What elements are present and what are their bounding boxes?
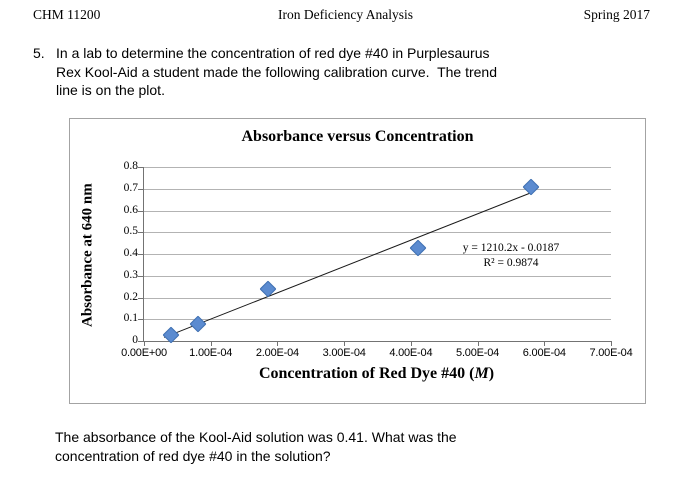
- y-tick-label: 0.6: [123, 203, 138, 216]
- gridline: [144, 232, 611, 234]
- x-axis-title-suffix: ): [488, 365, 495, 382]
- question-text: In a lab to determine the concentration …: [56, 44, 497, 100]
- y-tick-mark: [138, 297, 144, 299]
- x-tick-mark: [544, 341, 546, 346]
- x-tick-label: 3.00E-04: [322, 347, 366, 359]
- gridline: [144, 254, 611, 255]
- gridline: [144, 319, 611, 321]
- question-line: In a lab to determine the concentration …: [56, 45, 490, 61]
- plot-area: y = 1210.2x - 0.0187 R² = 0.9874 0 0.1 0.2…: [121, 160, 633, 359]
- x-tick-label: 2.00E-04: [255, 347, 299, 359]
- question-line: line is on the plot.: [56, 82, 165, 98]
- x-tick-mark: [277, 341, 279, 346]
- course-code: CHM 11200: [33, 7, 101, 22]
- y-tick-label: 0.1: [123, 312, 138, 325]
- chart-title: Absorbance versus Concentration: [241, 128, 474, 145]
- x-tick-mark: [344, 341, 346, 346]
- gridline: [144, 275, 611, 277]
- x-tick-mark: [210, 341, 212, 346]
- y-tick-label: 0.8: [123, 160, 138, 172]
- x-tick-mark: [611, 341, 612, 346]
- trendline-equation: y = 1210.2x - 0.0187: [462, 242, 560, 254]
- x-tick-label: 5.00E-04: [456, 347, 500, 359]
- gridline: [144, 297, 611, 299]
- x-tick-label: 7.00E-04: [589, 347, 633, 359]
- followup-line: The absorbance of the Kool-Aid solution …: [55, 429, 457, 445]
- y-tick-label: 0.5: [123, 225, 138, 238]
- y-tick-mark: [138, 232, 144, 234]
- calibration-chart: Absorbance versus Concentration Absorban…: [69, 118, 646, 404]
- y-tick-mark: [138, 275, 144, 277]
- x-tick-mark: [144, 341, 145, 346]
- question-number: 5.: [33, 45, 45, 61]
- y-tick-mark: [138, 167, 144, 168]
- x-axis-title-italic: M: [474, 365, 489, 382]
- page-header: CHM 11200 Iron Deficiency Analysis Sprin…: [0, 7, 691, 27]
- y-tick-mark: [138, 188, 144, 190]
- gridline: [144, 167, 611, 168]
- followup-question: The absorbance of the Kool-Aid solution …: [55, 428, 457, 465]
- y-tick-mark: [138, 254, 144, 255]
- x-tick-label: 1.00E-04: [189, 347, 233, 359]
- y-tick-mark: [138, 341, 144, 342]
- question-5: 5. In a lab to determine the concentrati…: [33, 44, 497, 100]
- data-point-marker: [189, 315, 207, 333]
- gridline: [144, 188, 611, 190]
- y-tick-label: 0.4: [123, 247, 138, 259]
- y-tick-mark: [138, 210, 144, 212]
- x-axis-title-text: Concentration of Red Dye #40 (: [258, 365, 475, 382]
- x-tick-label: 0.00E+00: [121, 347, 167, 359]
- y-tick-label: 0: [132, 334, 138, 346]
- gridline: [144, 210, 611, 212]
- y-axis-title: Absorbance at 640 nm: [79, 183, 96, 327]
- x-tick-label: 4.00E-04: [389, 347, 433, 359]
- y-tick-label: 0.2: [123, 290, 138, 303]
- question-line: Rex Kool-Aid a student made the followin…: [56, 63, 497, 80]
- y-tick-mark: [138, 319, 144, 321]
- y-tick-label: 0.3: [123, 268, 138, 281]
- x-tick-mark: [410, 341, 412, 346]
- followup-line: concentration of red dye #40 in the solu…: [55, 447, 331, 464]
- term-label: Spring 2017: [583, 7, 650, 22]
- data-point-marker: [162, 326, 180, 344]
- x-tick-label: 6.00E-04: [522, 347, 566, 359]
- data-point-marker: [259, 280, 277, 298]
- document-title: Iron Deficiency Analysis: [278, 7, 413, 22]
- x-axis-title: Concentration of Red Dye #40 (M): [143, 365, 610, 383]
- trendline-r-squared: R² = 0.9874: [483, 256, 539, 269]
- x-tick-mark: [477, 341, 479, 346]
- y-tick-label: 0.7: [123, 181, 138, 194]
- trendline-label: y = 1210.2x - 0.0187 R² = 0.9874: [396, 241, 626, 270]
